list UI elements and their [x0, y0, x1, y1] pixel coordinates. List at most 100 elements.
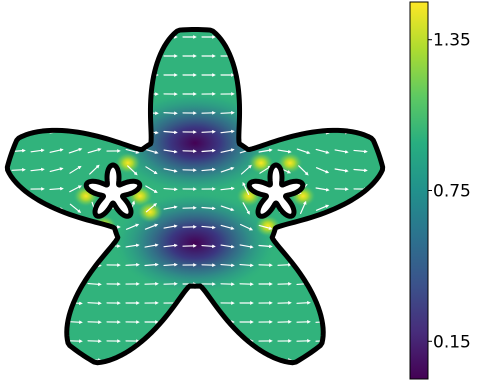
field-arrow: [145, 185, 158, 193]
field-arrow: [239, 244, 254, 249]
field-arrow: [315, 281, 330, 286]
field-arrow: [30, 72, 45, 77]
field-arrow: [144, 148, 159, 154]
field-arrow: [334, 262, 349, 267]
field-arrow: [87, 148, 102, 154]
domain-outline: [4, 27, 386, 366]
field-arrow: [334, 92, 349, 97]
field-arrow: [277, 111, 292, 116]
field-arrow: [353, 54, 368, 59]
field-arrow: [220, 110, 235, 115]
field-arrow: [163, 224, 178, 229]
field-arrow: [87, 282, 102, 287]
field-arrow: [68, 282, 83, 287]
field-arrow: [296, 262, 311, 267]
colorbar-gradient: [409, 1, 429, 380]
field-arrow: [30, 244, 45, 249]
field-arrow: [315, 73, 330, 78]
field-arrow: [353, 168, 368, 173]
field-arrow: [87, 301, 102, 306]
field-arrow: [144, 262, 159, 267]
field-arrow: [125, 130, 140, 135]
field-arrow: [315, 243, 330, 248]
field-arrow: [201, 148, 216, 153]
field-arrow: [30, 91, 45, 96]
field-arrow: [220, 186, 235, 191]
field-arrow: [68, 224, 83, 231]
field-arrow: [315, 223, 330, 230]
field-arrow: [220, 244, 235, 249]
field-arrow: [220, 205, 235, 212]
field-arrow: [315, 111, 330, 116]
field-arrow: [334, 168, 349, 173]
field-arrow: [11, 244, 26, 249]
field-arrow: [163, 130, 178, 135]
field-arrow: [201, 129, 216, 134]
field-arrow: [49, 225, 64, 230]
field-arrow: [277, 130, 292, 135]
field-arrow: [69, 165, 82, 174]
field-arrow: [242, 181, 250, 195]
field-arrow: [277, 149, 292, 154]
field-arrow: [11, 53, 26, 58]
field-arrow: [220, 148, 235, 153]
colorbar-ticks: 0.15 0.75 1.35: [428, 31, 471, 352]
field-arrow: [163, 168, 178, 173]
field-arrow: [87, 110, 102, 115]
field-arrow: [259, 165, 272, 174]
field-arrow: [11, 72, 26, 77]
field-arrow: [242, 202, 250, 215]
field-arrow: [49, 167, 64, 172]
field-arrow: [296, 73, 311, 78]
field-arrow: [125, 148, 140, 154]
field-arrow: [30, 110, 45, 115]
field-arrow: [11, 110, 26, 115]
field-arrow: [49, 301, 64, 306]
hole-right: [246, 162, 306, 219]
field-arrow: [201, 206, 216, 211]
field-arrow: [315, 92, 330, 97]
field-arrow: [353, 149, 368, 154]
field-arrow: [68, 72, 83, 77]
field-arrow: [49, 186, 64, 191]
field-arrow: [49, 91, 64, 96]
field-arrow: [300, 200, 307, 215]
field-arrow: [11, 91, 26, 96]
field-arrow: [353, 73, 368, 78]
field-arrow: [145, 166, 158, 175]
field-arrow: [163, 262, 178, 267]
field-arrow: [30, 148, 45, 153]
field-arrow: [240, 164, 252, 175]
field-arrow: [30, 225, 45, 230]
field-arrow: [49, 148, 64, 153]
field-arrow: [11, 301, 26, 306]
hole-left: [83, 162, 143, 219]
field-arrow: [49, 282, 64, 287]
field-arrow: [69, 185, 82, 193]
field-arrow: [68, 91, 83, 96]
field-arrow: [258, 244, 273, 249]
field-arrow: [49, 53, 64, 58]
field-arrow: [353, 92, 368, 97]
field-arrow: [11, 263, 26, 268]
field-arrow: [315, 262, 330, 267]
high-spot: [137, 201, 163, 223]
field-arrow: [353, 262, 368, 267]
field-arrow: [30, 282, 45, 287]
field-arrow: [277, 262, 292, 267]
field-arrow: [334, 73, 349, 78]
field-arrow: [220, 224, 235, 230]
field-arrow: [353, 205, 368, 210]
field-arrow: [353, 319, 368, 324]
field-arrow: [201, 244, 216, 249]
field-arrow: [296, 243, 311, 248]
field-arrow: [296, 111, 311, 116]
field-arrow: [163, 205, 178, 210]
field-arrow: [296, 92, 311, 97]
field-arrow: [296, 300, 311, 305]
colorbar: 0.15 0.75 1.35: [409, 1, 471, 380]
field-arrow: [334, 224, 349, 229]
field-arrow: [125, 243, 140, 248]
field-arrow: [163, 149, 178, 154]
